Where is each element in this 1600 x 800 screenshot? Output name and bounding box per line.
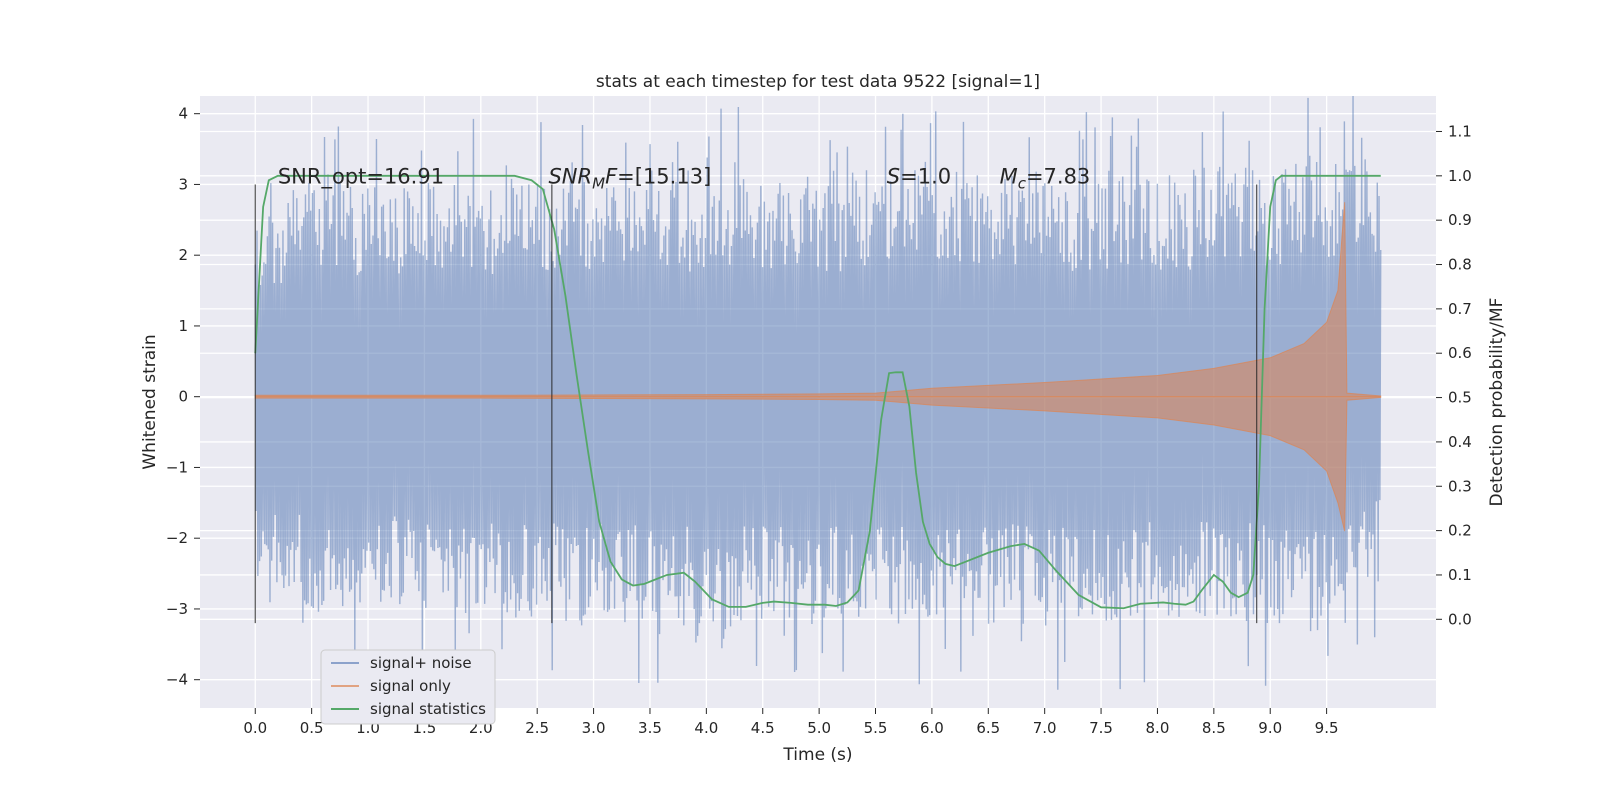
x-tick-label: 4.5 [751,719,775,737]
x-tick-label: 3.5 [638,719,662,737]
annotation-part: SNR [548,164,592,188]
annotation-part: S [887,164,900,188]
y-tick-label: 3 [178,175,188,193]
x-tick-label: 8.5 [1202,719,1226,737]
x-tick-label: 2.5 [525,719,549,737]
y-tick-label: −4 [166,671,188,689]
y-tick-label: −2 [166,529,188,547]
y-tick-labels: −4 −3 −2 −1 0 1 2 3 4 [166,105,200,689]
legend-label-noise: signal+ noise [370,654,472,672]
chart-title: stats at each timestep for test data 952… [596,72,1040,92]
legend-label-statistics: signal statistics [370,700,486,718]
x-tick-label: 7.0 [1033,719,1057,737]
legend: signal+ noise signal only signal statist… [320,649,496,725]
x-tick-label: 8.0 [1146,719,1170,737]
y-tick-label: 1 [178,317,188,335]
annotation-text: SNRMF=[15.13] [548,164,711,192]
x-tick-label: 6.5 [976,719,1000,737]
y2-tick-label: 1.1 [1448,122,1472,140]
y2-tick-label: 0.4 [1448,433,1472,451]
series-signal-only [254,202,1382,532]
y-axis-label: Whitened strain [140,334,160,469]
x-tick-label: 0.0 [243,719,267,737]
x-tick-label: 7.5 [1089,719,1113,737]
legend-box [320,649,496,725]
x-tick-label: 9.5 [1315,719,1339,737]
y2-tick-label: 0.7 [1448,300,1472,318]
x-tick-label: 4.0 [694,719,718,737]
y2-tick-label: 0.8 [1448,256,1472,274]
annotation-part: M [1000,164,1018,188]
x-tick-labels: 0.0 0.5 1.0 1.5 2.0 2.5 3.0 3.5 4.0 4.5 5.0 5.5 6.0 6… [243,708,1339,737]
y2-tick-labels: 0.0 0.1 0.2 0.3 0.4 0.5 0.6 0.7 0.8 0.9 1.0 1.1 [1436,122,1472,628]
series-signal-noise [254,96,1382,690]
annotation-part: =7.83 [1026,164,1090,188]
x-tick-label: 3.0 [582,719,606,737]
annotation-part: SNR_opt=16.91 [278,164,444,189]
x-tick-label: 6.0 [920,719,944,737]
y-tick-label: 2 [178,246,188,264]
y2-axis-label: Detection probability/MF [1487,298,1507,507]
annotation-text: Mc=7.83 [1000,164,1091,192]
annotations: SNR_opt=16.91 SNRMF=[15.13] S=1.0 Mc=7.83 [278,164,1090,192]
series-layer [254,96,1382,690]
y2-tick-label: 1.0 [1448,167,1472,185]
y-tick-label: 4 [178,105,188,123]
annotation-part: =[15.13] [617,164,711,188]
y2-tick-label: 0.2 [1448,522,1472,540]
annotation-text: SNR_opt=16.91 [278,164,444,189]
y2-tick-label: 0.5 [1448,389,1472,407]
annotation-text: S=1.0 [887,164,951,188]
x-tick-label: 5.0 [807,719,831,737]
y-tick-label: −3 [166,600,188,618]
annotation-part: F [605,164,618,188]
x-tick-label: 5.5 [864,719,888,737]
legend-label-signal: signal only [370,677,451,695]
y-tick-label: 0 [178,388,188,406]
y2-tick-label: 0.1 [1448,566,1472,584]
x-tick-label: 9.0 [1258,719,1282,737]
y2-tick-label: 0.0 [1448,610,1472,628]
y2-tick-label: 0.3 [1448,477,1472,495]
annotation-part: =1.0 [900,164,951,188]
annotation-subscript: M [592,174,605,192]
series-signal-statistics [254,174,1381,610]
y2-tick-label: 0.6 [1448,344,1472,362]
annotation-subscript: c [1018,174,1027,192]
y-tick-label: −1 [166,458,188,476]
x-tick-label: 0.5 [300,719,324,737]
x-axis-label: Time (s) [782,745,852,765]
vertical-markers [254,184,1258,624]
y2-tick-label: 0.9 [1448,211,1472,229]
